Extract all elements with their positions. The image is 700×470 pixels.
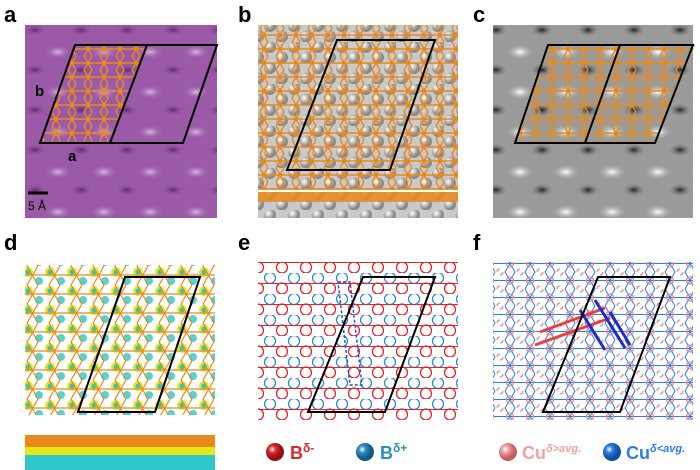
lattice-label: b bbox=[35, 83, 44, 100]
lattice-overlay bbox=[515, 45, 695, 143]
unit-cell bbox=[285, 39, 437, 171]
legend-element: B bbox=[290, 443, 303, 463]
legend-entry: Cuδ<avg. bbox=[626, 443, 685, 463]
panel-label: e bbox=[238, 230, 250, 255]
legend-entry: Bδ- bbox=[290, 441, 314, 463]
panel-label: a bbox=[4, 2, 17, 27]
unit-cell bbox=[306, 276, 437, 413]
unit-cell bbox=[513, 44, 695, 144]
charge-density bbox=[25, 265, 215, 415]
unit-cell bbox=[541, 276, 672, 413]
charge-map bbox=[258, 262, 458, 420]
scale-label: 5 Å bbox=[28, 198, 46, 213]
lattice-label: a bbox=[68, 148, 77, 165]
unit-cell bbox=[76, 276, 202, 413]
panel-label: d bbox=[4, 230, 17, 255]
legend-swatch bbox=[499, 443, 517, 461]
unit-cell bbox=[38, 44, 219, 144]
charge-map bbox=[493, 262, 693, 420]
panel-label: c bbox=[473, 2, 485, 27]
legend-swatch bbox=[603, 443, 621, 461]
highlight-line bbox=[534, 306, 611, 347]
legend-element: Cu bbox=[626, 443, 650, 463]
legend-charge: δ+ bbox=[393, 441, 407, 455]
legend-charge: δ<avg. bbox=[650, 443, 685, 455]
legend-swatch bbox=[266, 443, 284, 461]
legend-element: Cu bbox=[522, 443, 546, 463]
side-view-layer bbox=[25, 435, 215, 447]
side-view-layer bbox=[258, 192, 458, 202]
side-view-layer bbox=[25, 447, 215, 455]
legend-charge: δ>avg. bbox=[546, 443, 581, 455]
highlight-line bbox=[578, 299, 632, 351]
legend-element: B bbox=[380, 443, 393, 463]
legend-entry: Bδ+ bbox=[380, 441, 407, 463]
panel-label: f bbox=[473, 230, 481, 255]
highlight-strip bbox=[337, 281, 363, 386]
legend-charge: δ- bbox=[303, 441, 314, 455]
panel-label: b bbox=[238, 2, 251, 27]
legend-swatch bbox=[356, 443, 374, 461]
lattice-overlay bbox=[258, 25, 458, 190]
legend-entry: Cuδ>avg. bbox=[522, 443, 581, 463]
